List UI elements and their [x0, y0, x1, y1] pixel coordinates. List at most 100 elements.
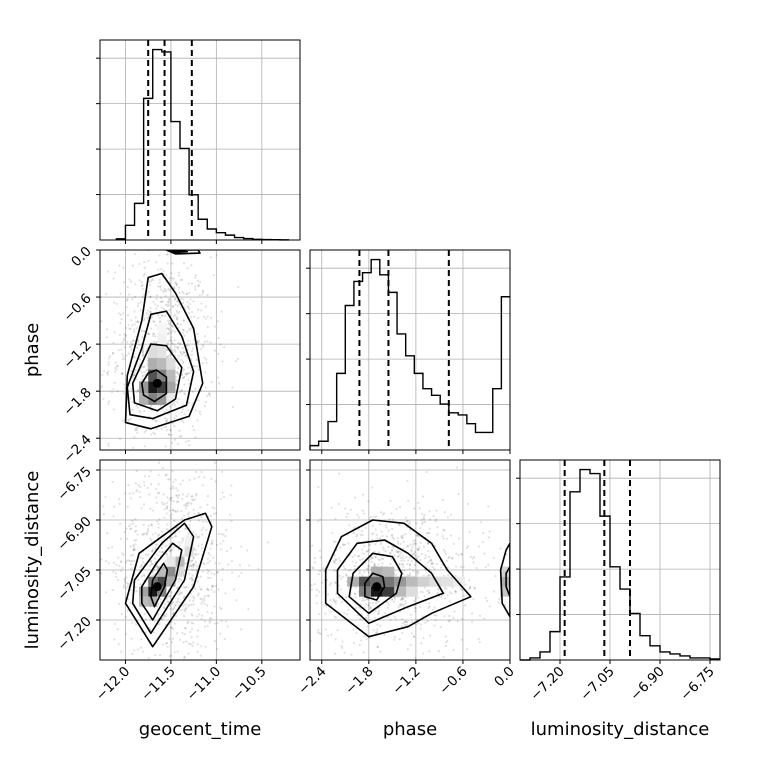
scatter-point — [130, 340, 133, 344]
scatter-point — [194, 436, 197, 439]
scatter-point — [381, 562, 384, 565]
scatter-point — [451, 556, 454, 559]
scatter-point — [111, 352, 115, 355]
scatter-point — [415, 534, 418, 537]
scatter-point — [159, 597, 162, 601]
scatter-point — [171, 342, 174, 345]
scatter-point — [368, 544, 371, 547]
scatter-point — [414, 597, 417, 600]
scatter-point — [382, 513, 385, 516]
scatter-point — [154, 531, 157, 535]
scatter-point — [211, 585, 215, 588]
density-cell — [166, 369, 176, 382]
scatter-point — [161, 550, 164, 554]
scatter-point — [345, 595, 348, 599]
scatter-point — [163, 502, 166, 505]
scatter-point — [126, 341, 129, 344]
scatter-point — [147, 332, 151, 336]
scatter-point — [170, 434, 173, 437]
scatter-point — [374, 515, 378, 518]
scatter-point — [428, 591, 431, 594]
scatter-point — [165, 408, 168, 411]
scatter-point — [401, 597, 404, 600]
scatter-point — [160, 300, 163, 303]
scatter-point — [177, 367, 180, 370]
scatter-point — [137, 578, 140, 581]
scatter-point — [167, 327, 170, 330]
scatter-point — [114, 370, 117, 373]
scatter-point — [143, 260, 146, 264]
scatter-point — [407, 574, 410, 578]
scatter-point — [361, 557, 364, 561]
density-cell — [157, 369, 167, 382]
scatter-point — [143, 480, 146, 483]
scatter-point — [390, 557, 393, 561]
scatter-point — [169, 549, 173, 552]
scatter-point — [452, 616, 455, 619]
scatter-point — [414, 554, 417, 557]
scatter-point — [445, 587, 448, 590]
scatter-point — [168, 309, 171, 312]
scatter-point — [185, 440, 188, 443]
scatter-point — [206, 503, 209, 506]
scatter-point — [172, 487, 175, 490]
scatter-point — [158, 533, 161, 536]
scatter-point — [190, 576, 193, 579]
scatter-point — [144, 553, 148, 556]
scatter-point — [373, 564, 376, 567]
scatter-point — [366, 598, 369, 601]
scatter-point — [369, 557, 373, 560]
scatter-point — [143, 272, 146, 275]
scatter-point — [368, 518, 371, 521]
scatter-point — [449, 513, 452, 516]
scatter-point — [185, 354, 188, 357]
scatter-point — [192, 508, 195, 512]
scatter-point — [121, 566, 124, 570]
scatter-point — [148, 493, 151, 496]
scatter-point — [192, 563, 195, 566]
scatter-point — [134, 252, 137, 256]
scatter-point — [102, 370, 106, 373]
scatter-point — [405, 520, 409, 523]
scatter-point — [473, 586, 476, 590]
scatter-point — [422, 636, 425, 640]
scatter-point — [426, 620, 429, 623]
scatter-point — [183, 608, 186, 611]
scatter-point — [178, 544, 181, 547]
scatter-point — [487, 536, 491, 539]
scatter-point — [411, 620, 414, 623]
scatter-point — [388, 551, 392, 555]
scatter-point — [136, 346, 139, 350]
scatter-point — [154, 303, 157, 306]
scatter-point — [177, 593, 180, 596]
scatter-point — [166, 304, 169, 307]
scatter-point — [192, 603, 195, 606]
scatter-point — [335, 599, 338, 602]
scatter-point — [117, 498, 121, 501]
scatter-point — [428, 559, 431, 562]
scatter-point — [147, 313, 150, 316]
scatter-point — [194, 553, 197, 556]
scatter-point — [205, 358, 208, 361]
scatter-point — [206, 395, 209, 398]
scatter-point — [179, 350, 182, 353]
scatter-point — [347, 569, 350, 572]
contour-line — [126, 310, 195, 420]
scatter-point — [468, 587, 471, 590]
scatter-point — [328, 583, 331, 587]
scatter-point — [187, 652, 190, 655]
scatter-point — [355, 533, 359, 536]
scatter-point — [377, 612, 380, 615]
scatter-point — [189, 630, 192, 634]
scatter-point — [428, 605, 431, 608]
scatter-point — [183, 655, 186, 658]
scatter-point — [127, 483, 130, 487]
scatter-point — [138, 363, 141, 366]
scatter-point — [127, 582, 130, 585]
scatter-point — [188, 603, 191, 607]
scatter-point — [196, 635, 199, 638]
scatter-point — [114, 366, 117, 369]
scatter-point — [200, 528, 203, 531]
scatter-point — [203, 599, 206, 602]
scatter-point — [107, 370, 110, 374]
